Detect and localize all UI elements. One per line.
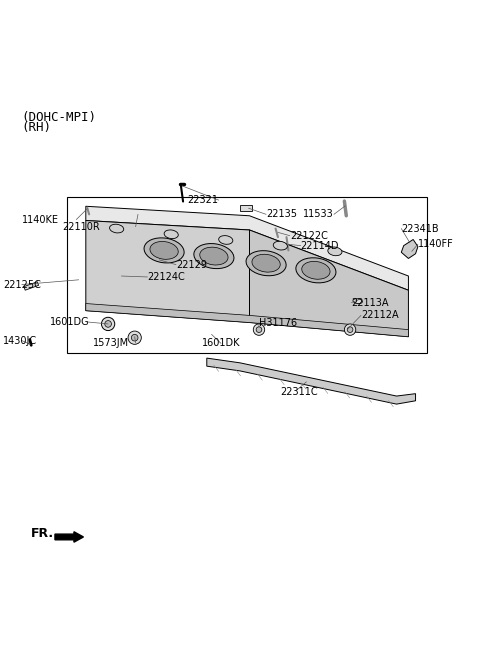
FancyArrow shape xyxy=(55,532,84,542)
Circle shape xyxy=(101,317,115,331)
Text: 22124C: 22124C xyxy=(147,272,185,282)
Polygon shape xyxy=(86,303,408,337)
Text: FR.: FR. xyxy=(31,527,54,540)
Polygon shape xyxy=(207,358,416,404)
Text: 1601DK: 1601DK xyxy=(202,339,240,349)
Polygon shape xyxy=(24,282,38,290)
Text: 22122C: 22122C xyxy=(290,230,328,240)
Bar xyxy=(67,197,427,353)
Text: 22129: 22129 xyxy=(176,260,207,270)
Polygon shape xyxy=(86,220,250,323)
Text: 22112A: 22112A xyxy=(361,310,398,321)
Ellipse shape xyxy=(150,242,178,260)
Circle shape xyxy=(132,335,138,341)
Ellipse shape xyxy=(273,241,288,250)
Text: 22125C: 22125C xyxy=(3,280,41,290)
Text: 22321: 22321 xyxy=(188,195,219,205)
Text: 22110R: 22110R xyxy=(62,222,100,232)
Text: 1140KE: 1140KE xyxy=(22,214,59,224)
Circle shape xyxy=(128,331,141,345)
Text: 22135: 22135 xyxy=(266,209,297,219)
Circle shape xyxy=(256,327,262,333)
Circle shape xyxy=(347,327,353,333)
Ellipse shape xyxy=(353,299,362,303)
Polygon shape xyxy=(401,240,418,258)
Ellipse shape xyxy=(328,247,342,256)
Circle shape xyxy=(253,324,264,335)
Polygon shape xyxy=(86,207,408,290)
Ellipse shape xyxy=(252,254,280,272)
Text: (RH): (RH) xyxy=(22,121,52,134)
Ellipse shape xyxy=(219,236,233,244)
Text: 1430JC: 1430JC xyxy=(3,335,37,345)
Ellipse shape xyxy=(109,224,124,233)
Text: H31176: H31176 xyxy=(259,317,297,327)
Text: 11533: 11533 xyxy=(303,209,334,219)
Ellipse shape xyxy=(302,262,330,280)
Polygon shape xyxy=(250,230,408,337)
Ellipse shape xyxy=(144,238,184,263)
Text: 1573JM: 1573JM xyxy=(93,338,129,348)
Ellipse shape xyxy=(296,258,336,283)
Bar xyxy=(240,205,252,212)
Circle shape xyxy=(344,324,356,335)
Text: 22114D: 22114D xyxy=(301,240,339,250)
Circle shape xyxy=(105,321,111,327)
Text: (DOHC-MPI): (DOHC-MPI) xyxy=(22,112,97,124)
Text: 1601DG: 1601DG xyxy=(50,317,90,327)
Text: 22341B: 22341B xyxy=(401,224,439,234)
Text: 1140FF: 1140FF xyxy=(418,239,454,249)
Ellipse shape xyxy=(194,244,234,269)
Text: 22311C: 22311C xyxy=(280,386,318,397)
Ellipse shape xyxy=(246,251,286,276)
Text: 22113A: 22113A xyxy=(351,297,389,307)
Ellipse shape xyxy=(200,247,228,265)
Ellipse shape xyxy=(164,230,178,238)
